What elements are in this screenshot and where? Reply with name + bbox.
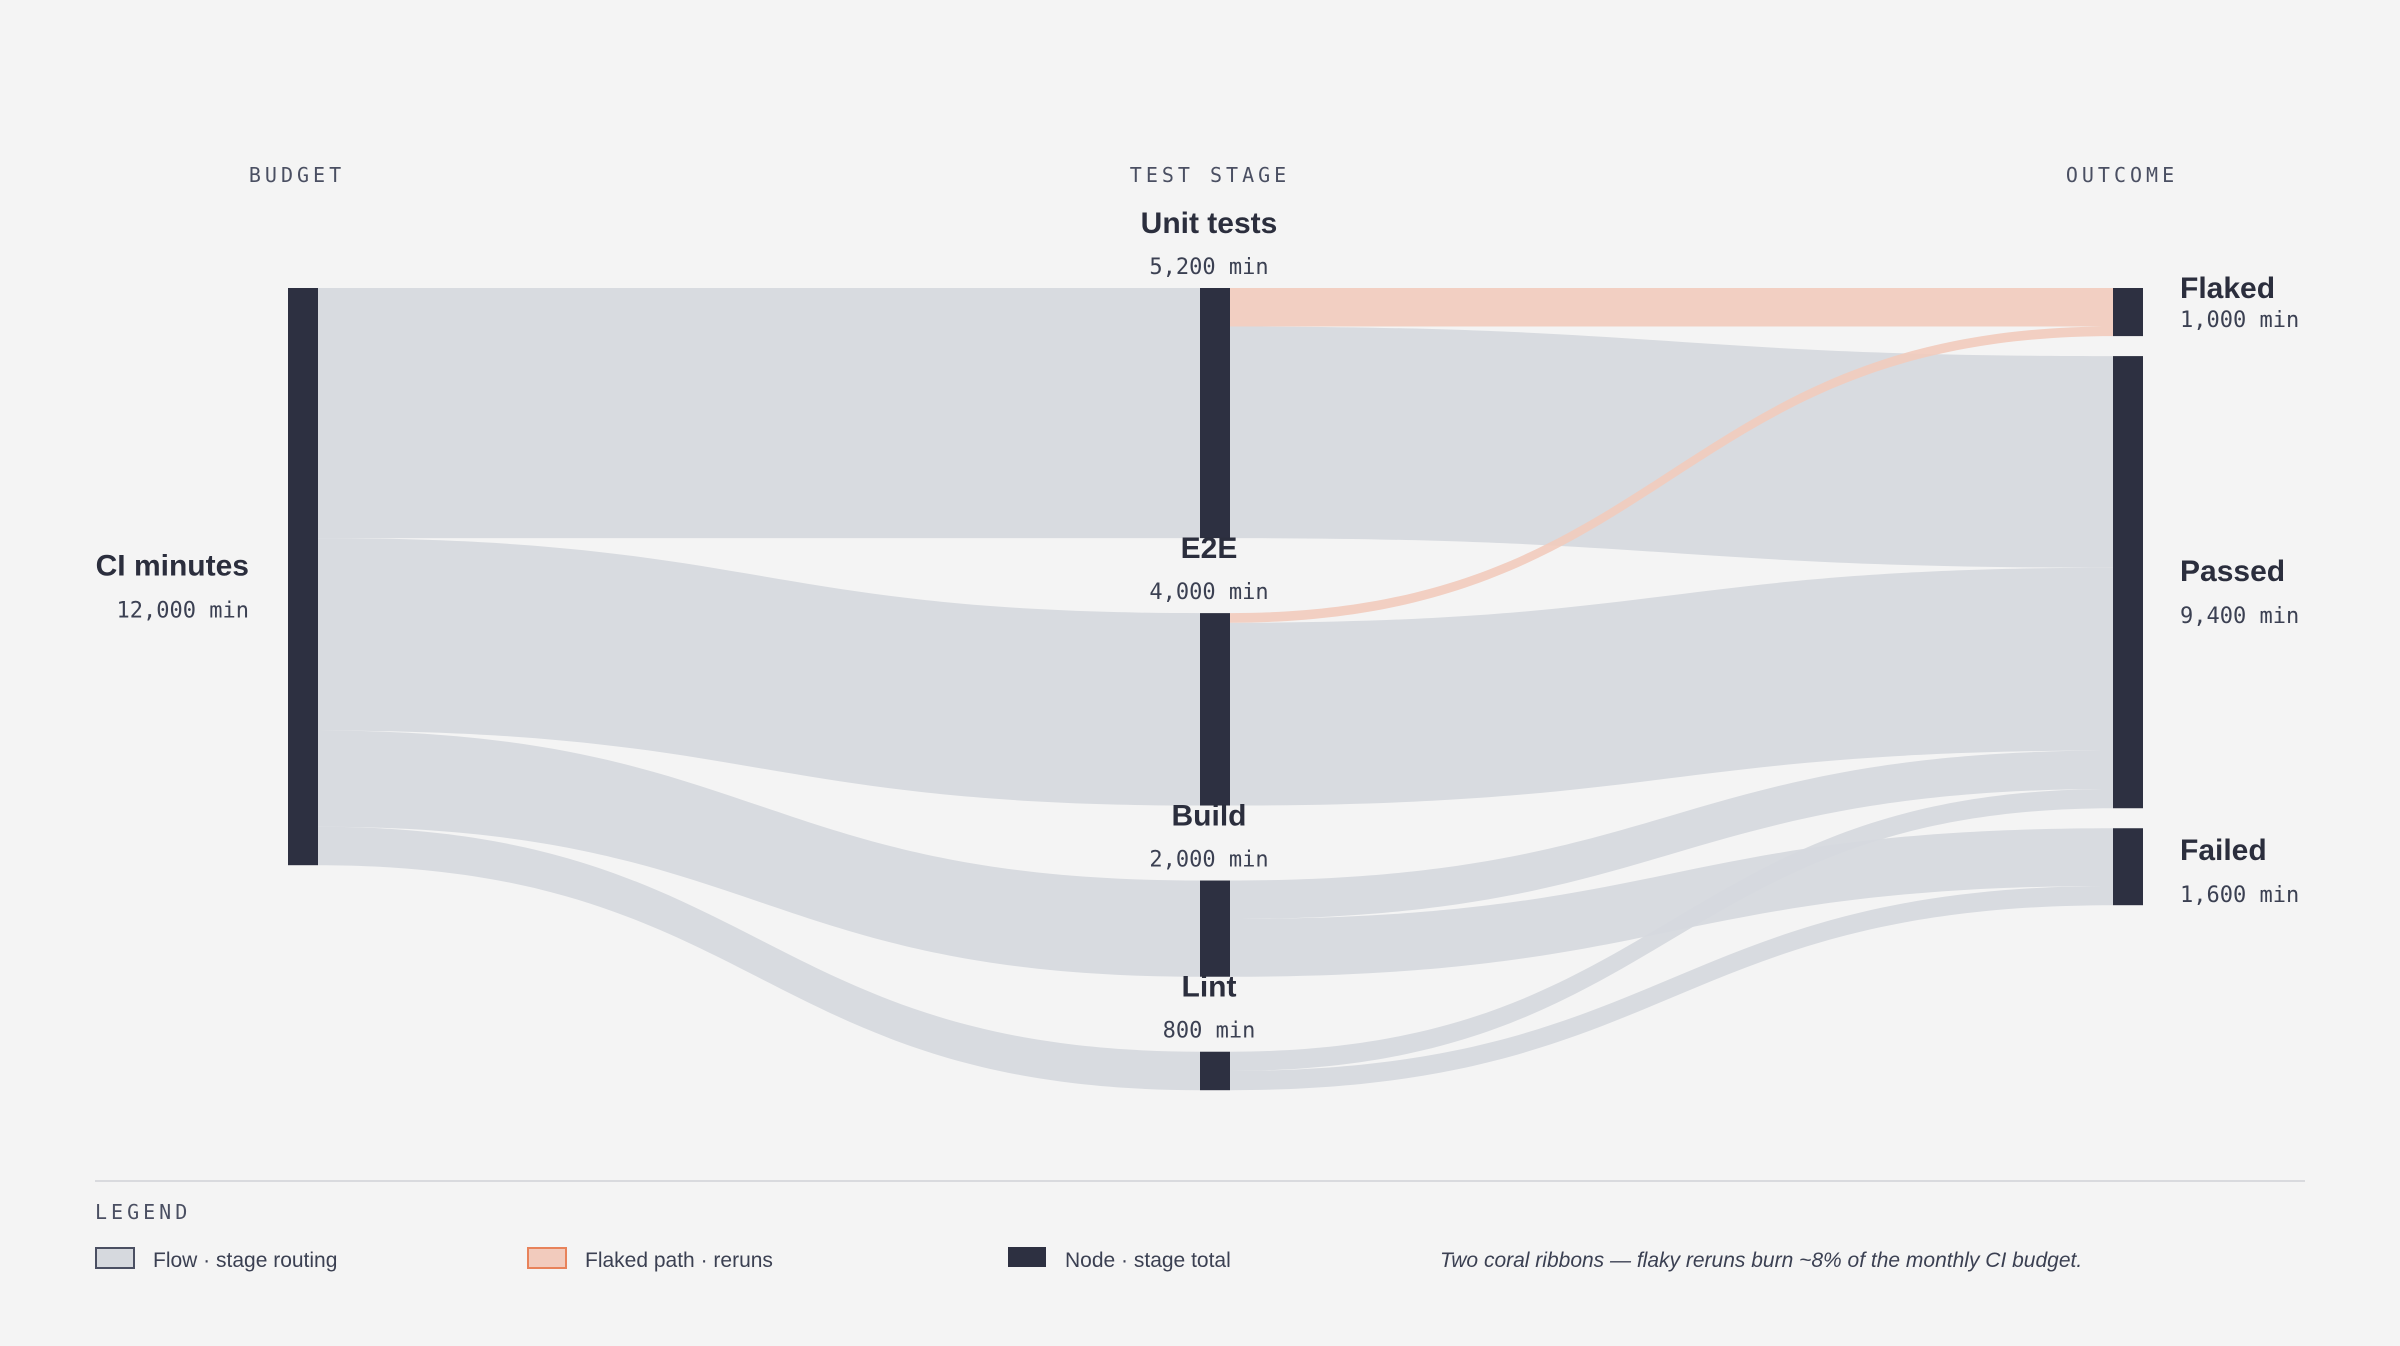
node-label-e2e: E2E bbox=[1181, 532, 1238, 565]
node-lint bbox=[1200, 1051, 1230, 1091]
legend-note: Two coral ribbons — flaky reruns burn ~8… bbox=[1440, 1249, 2082, 1272]
node-label-lint: Lint bbox=[1182, 971, 1237, 1004]
node-value-unit: 5,200 min bbox=[1149, 255, 1268, 280]
stage-nodes bbox=[288, 288, 2143, 1091]
node-label-unit: Unit tests bbox=[1141, 207, 1278, 240]
link-unit-to-passed bbox=[1230, 326, 2113, 568]
node-label-failed: Failed bbox=[2180, 834, 2267, 867]
node-unit bbox=[1200, 288, 1230, 539]
node-value-e2e: 4,000 min bbox=[1149, 580, 1268, 605]
legend-swatch-flaked bbox=[527, 1247, 567, 1269]
link-unit-to-flaked bbox=[1230, 288, 2113, 327]
node-value-flaked: 1,000 min bbox=[2180, 308, 2299, 333]
legend-swatch-flow bbox=[95, 1247, 135, 1269]
node-build bbox=[1200, 880, 1230, 977]
node-passed bbox=[2113, 356, 2143, 809]
column-header-test-stage: TEST STAGE bbox=[1130, 163, 1290, 187]
link-ci-to-lint bbox=[318, 826, 1200, 1091]
node-label-build: Build bbox=[1172, 800, 1247, 833]
node-value-failed: 1,600 min bbox=[2180, 883, 2299, 908]
column-header-outcome: OUTCOME bbox=[2066, 163, 2178, 187]
link-build-to-passed bbox=[1230, 750, 2113, 919]
node-label-passed: Passed bbox=[2180, 555, 2285, 588]
node-e2e bbox=[1200, 613, 1230, 806]
node-ci bbox=[288, 288, 318, 866]
node-label-ci: CI minutes bbox=[96, 550, 249, 583]
node-failed bbox=[2113, 828, 2143, 906]
legend-title: LEGEND bbox=[95, 1200, 191, 1224]
link-lint-to-failed bbox=[1230, 885, 2113, 1091]
legend-label-node: Node · stage total bbox=[1065, 1249, 1231, 1272]
node-label-flaked: Flaked bbox=[2180, 272, 2275, 305]
column-header-budget: BUDGET bbox=[249, 163, 345, 187]
link-ci-to-unit bbox=[318, 288, 1200, 539]
node-value-passed: 9,400 min bbox=[2180, 604, 2299, 629]
legend-label-flow: Flow · stage routing bbox=[153, 1249, 337, 1272]
node-labels: CI minutes 12,000 min Unit tests 5,200 min E… bbox=[96, 207, 2300, 1044]
link-ci-to-build bbox=[318, 730, 1200, 977]
node-value-ci: 12,000 min bbox=[117, 599, 249, 624]
link-lint-to-passed bbox=[1230, 789, 2113, 1071]
link-ci-to-e2e bbox=[318, 538, 1200, 806]
node-value-lint: 800 min bbox=[1163, 1019, 1256, 1044]
legend-swatch-node bbox=[1008, 1247, 1046, 1267]
link-build-to-failed bbox=[1230, 828, 2113, 977]
link-e2e-to-flaked bbox=[1230, 326, 2113, 623]
node-flaked bbox=[2113, 288, 2143, 337]
flow-links bbox=[318, 288, 2113, 1091]
link-e2e-to-passed bbox=[1230, 567, 2113, 806]
legend-label-flaked: Flaked path · reruns bbox=[585, 1249, 773, 1272]
node-value-build: 2,000 min bbox=[1149, 848, 1268, 873]
